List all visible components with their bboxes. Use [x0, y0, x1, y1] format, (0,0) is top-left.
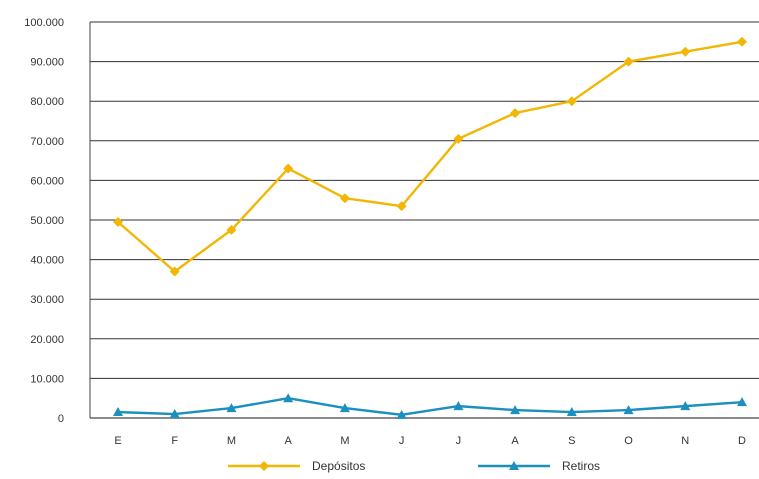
- y-axis-tick-labels: 0 10.000 20.000 30.000 40.000 50.000 60.000 70.…: [24, 17, 64, 425]
- data-point-0: [339, 193, 350, 204]
- gridlines: [89, 21, 759, 419]
- y-tick-label: 70.000: [30, 136, 64, 148]
- data-point-1: [339, 403, 350, 413]
- data-point-1: [113, 407, 123, 417]
- data-point-0: [510, 108, 521, 119]
- data-point-0: [566, 96, 577, 107]
- data-point-0: [283, 163, 294, 174]
- data-point-0: [623, 56, 634, 67]
- legend-marker: [509, 461, 519, 470]
- x-tick-label: A: [511, 435, 519, 447]
- data-point-1: [396, 409, 407, 419]
- data-point-1: [283, 393, 294, 403]
- y-tick-label: 0: [58, 413, 64, 425]
- x-tick-label: J: [456, 435, 462, 447]
- x-tick-label: O: [624, 435, 633, 447]
- data-point-0: [737, 36, 747, 47]
- y-tick-label: 60.000: [30, 175, 64, 187]
- data-point-0: [226, 224, 237, 235]
- y-tick-label: 10.000: [30, 373, 64, 385]
- x-tick-label: D: [738, 435, 746, 447]
- y-tick-label: 90.000: [30, 57, 64, 69]
- data-point-1: [169, 409, 180, 419]
- y-tick-label: 20.000: [30, 334, 64, 346]
- series-line-1: [117, 397, 743, 417]
- x-tick-label: E: [114, 435, 121, 447]
- data-point-0: [169, 266, 180, 277]
- data-point-1: [623, 405, 634, 415]
- x-tick-label: S: [568, 435, 575, 447]
- data-point-1: [680, 401, 691, 411]
- data-point-0: [396, 201, 407, 212]
- x-tick-label: J: [399, 435, 405, 447]
- y-tick-label: 100.000: [24, 17, 64, 29]
- data-point-1: [453, 401, 464, 411]
- x-tick-label: M: [340, 435, 349, 447]
- y-tick-label: 30.000: [30, 294, 64, 306]
- x-tick-label: A: [285, 435, 293, 447]
- data-point-1: [566, 407, 577, 417]
- series-line-0: [117, 40, 743, 273]
- x-tick-label: F: [171, 435, 178, 447]
- data-point-0: [680, 46, 691, 57]
- legend-marker: [259, 461, 269, 471]
- data-point-1: [226, 403, 237, 413]
- legend-label: Depósitos: [312, 459, 365, 473]
- legend-label: Retiros: [562, 459, 600, 473]
- y-tick-label: 40.000: [30, 255, 64, 267]
- data-point-0: [113, 216, 123, 227]
- y-tick-label: 80.000: [30, 96, 64, 108]
- x-tick-label: M: [227, 435, 236, 447]
- legend: Depósitos Retiros: [228, 459, 600, 473]
- series-lines: [113, 36, 747, 419]
- y-tick-label: 50.000: [30, 215, 64, 227]
- data-point-1: [510, 405, 521, 415]
- x-tick-label: N: [681, 435, 689, 447]
- data-point-1: [737, 397, 747, 407]
- data-point-0: [453, 133, 464, 144]
